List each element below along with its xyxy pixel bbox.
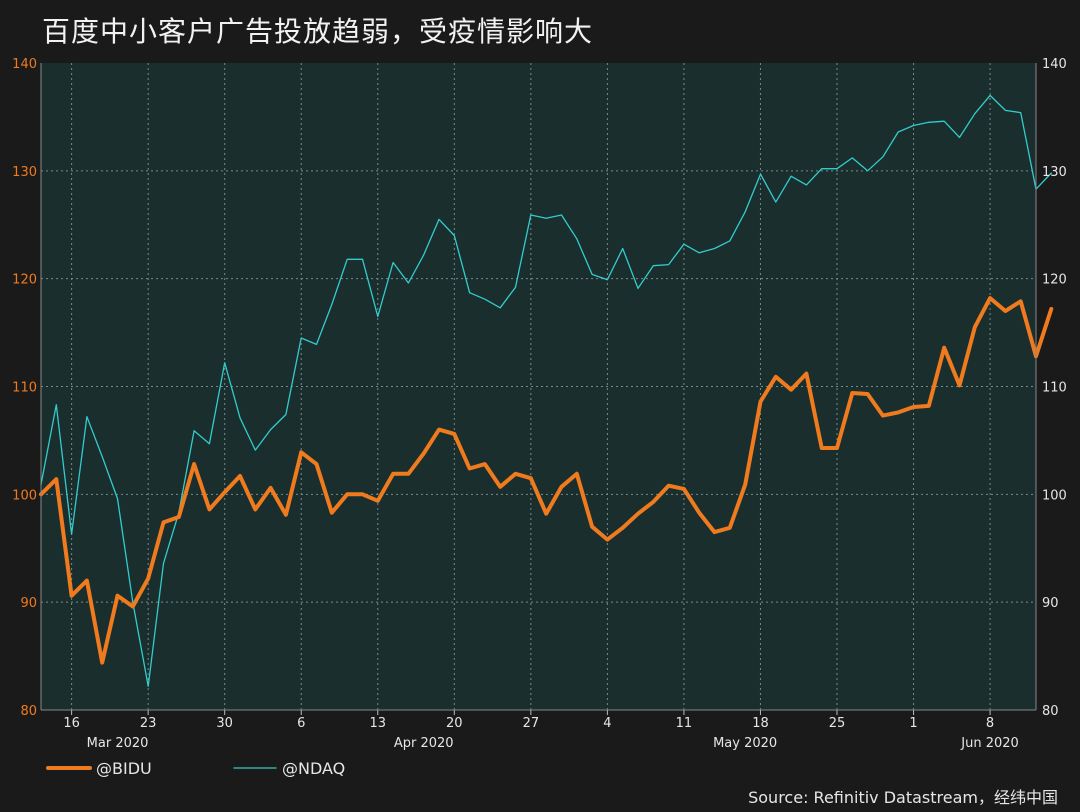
y-tick-label-right: 140 [1042, 57, 1067, 72]
x-month-label: Mar 2020 [87, 736, 149, 751]
x-month-label: Apr 2020 [394, 736, 454, 751]
x-tick-label: 20 [446, 716, 463, 731]
y-tick-label-left: 140 [12, 57, 37, 72]
series-line-ndaq [40, 94, 1052, 687]
y-tick-label-right: 110 [1042, 381, 1067, 396]
y-tick-label-left: 90 [20, 596, 37, 611]
y-tick-label-left: 80 [20, 704, 37, 719]
x-tick-label: 8 [986, 716, 994, 731]
y-tick-label-right: 100 [1042, 488, 1067, 503]
chart-title: 百度中小客户广告投放趋弱，受疫情影响大 [42, 15, 594, 48]
x-tick-label: 27 [523, 716, 540, 731]
y-tick-label-right: 120 [1042, 273, 1067, 288]
y-tick-label-left: 120 [12, 273, 37, 288]
x-tick-label: 1 [909, 716, 917, 731]
y-tick-label-left: 100 [12, 488, 37, 503]
x-month-label: Jun 2020 [960, 736, 1019, 751]
legend: @BIDU @NDAQ [46, 759, 345, 778]
series-layer [39, 94, 1054, 687]
x-tick-label: 16 [63, 716, 80, 731]
x-tick-label: 30 [216, 716, 233, 731]
legend-label: @NDAQ [282, 759, 345, 778]
x-tick-label: 23 [140, 716, 157, 731]
y-tick-label-right: 90 [1042, 596, 1059, 611]
grid-lines [41, 63, 1036, 710]
x-tick-label: 6 [297, 716, 305, 731]
y-tick-label-right: 80 [1042, 704, 1059, 719]
x-month-label: May 2020 [713, 736, 777, 751]
x-tick-label: 4 [603, 716, 611, 731]
series-line-bidu [39, 296, 1054, 665]
x-tick-label: 11 [676, 716, 693, 731]
x-tick-label: 25 [829, 716, 846, 731]
x-tick-label: 13 [369, 716, 386, 731]
source-note: Source: Refinitiv Datastream，经纬中国 [748, 788, 1058, 807]
y-tick-label-right: 130 [1042, 165, 1067, 180]
legend-label: @BIDU [96, 759, 152, 778]
y-tick-label-left: 130 [12, 165, 37, 180]
x-tick-label: 18 [752, 716, 769, 731]
y-tick-label-left: 110 [12, 381, 37, 396]
